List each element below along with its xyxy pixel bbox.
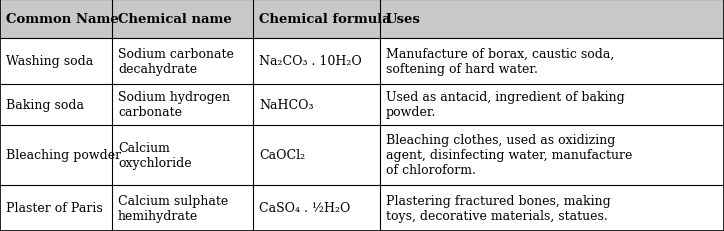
Text: CaOCl₂: CaOCl₂ <box>259 149 306 162</box>
Text: Na₂CO₃ . 10H₂O: Na₂CO₃ . 10H₂O <box>259 55 362 68</box>
Text: Calcium sulphate
hemihydrate: Calcium sulphate hemihydrate <box>118 194 228 222</box>
Text: Chemical formula: Chemical formula <box>259 13 391 26</box>
Text: Plaster of Paris: Plaster of Paris <box>6 202 103 215</box>
Text: Uses: Uses <box>386 13 421 26</box>
Text: Bleaching powder: Bleaching powder <box>6 149 121 162</box>
Bar <box>0 0 724 39</box>
Text: Sodium carbonate
decahydrate: Sodium carbonate decahydrate <box>118 48 234 75</box>
Text: Calcium
oxychloride: Calcium oxychloride <box>118 141 192 169</box>
Text: Bleaching clothes, used as oxidizing
agent, disinfecting water, manufacture
of c: Bleaching clothes, used as oxidizing age… <box>386 134 632 177</box>
Text: Plastering fractured bones, making
toys, decorative materials, statues.: Plastering fractured bones, making toys,… <box>386 194 610 222</box>
Text: Washing soda: Washing soda <box>6 55 93 68</box>
Text: CaSO₄ . ½H₂O: CaSO₄ . ½H₂O <box>259 202 350 215</box>
Text: Manufacture of borax, caustic soda,
softening of hard water.: Manufacture of borax, caustic soda, soft… <box>386 48 614 75</box>
Text: NaHCO₃: NaHCO₃ <box>259 98 313 111</box>
Text: Sodium hydrogen
carbonate: Sodium hydrogen carbonate <box>118 91 230 119</box>
Text: Baking soda: Baking soda <box>6 98 84 111</box>
Text: Chemical name: Chemical name <box>118 13 232 26</box>
Text: Used as antacid, ingredient of baking
powder.: Used as antacid, ingredient of baking po… <box>386 91 625 119</box>
Text: Common Name: Common Name <box>6 13 119 26</box>
